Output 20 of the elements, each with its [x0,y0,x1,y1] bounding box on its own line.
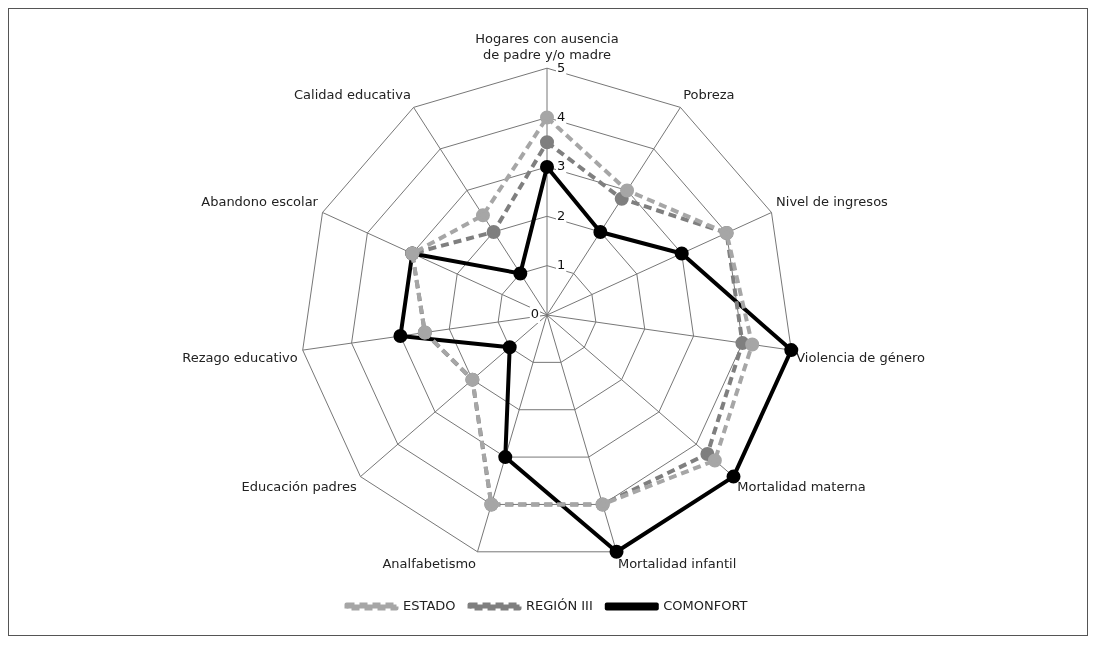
y-tick-label: 2 [557,207,566,223]
spoke-label: Mortalidad materna [737,479,866,495]
spoke-label: Rezago educativo [182,350,298,366]
legend-label: REGIÓN III [526,597,593,613]
spoke-label: Hogares con ausencia de padre y/o madre [475,31,619,62]
y-tick-label: 3 [557,158,566,174]
y-tick-label: 1 [557,257,566,273]
spoke-label: Mortalidad infantil [617,555,737,571]
y-tick-label: 4 [557,108,566,124]
y-tick-label: 5 [557,59,566,75]
spoke-label: Nivel de ingresos [776,193,889,209]
spoke-label: Violencia de género [796,350,926,366]
spoke-label: Pobreza [683,86,735,102]
y-tick-label: 0 [530,306,540,322]
spoke-label: Educación padres [241,479,357,495]
spoke-label: Analfabetismo [382,555,477,571]
spoke-label: Abandono escolar [201,193,319,209]
legend-label: ESTADO [403,597,456,613]
legend-label: COMONFORT [663,597,748,613]
spoke-label: Calidad educativa [294,86,411,102]
